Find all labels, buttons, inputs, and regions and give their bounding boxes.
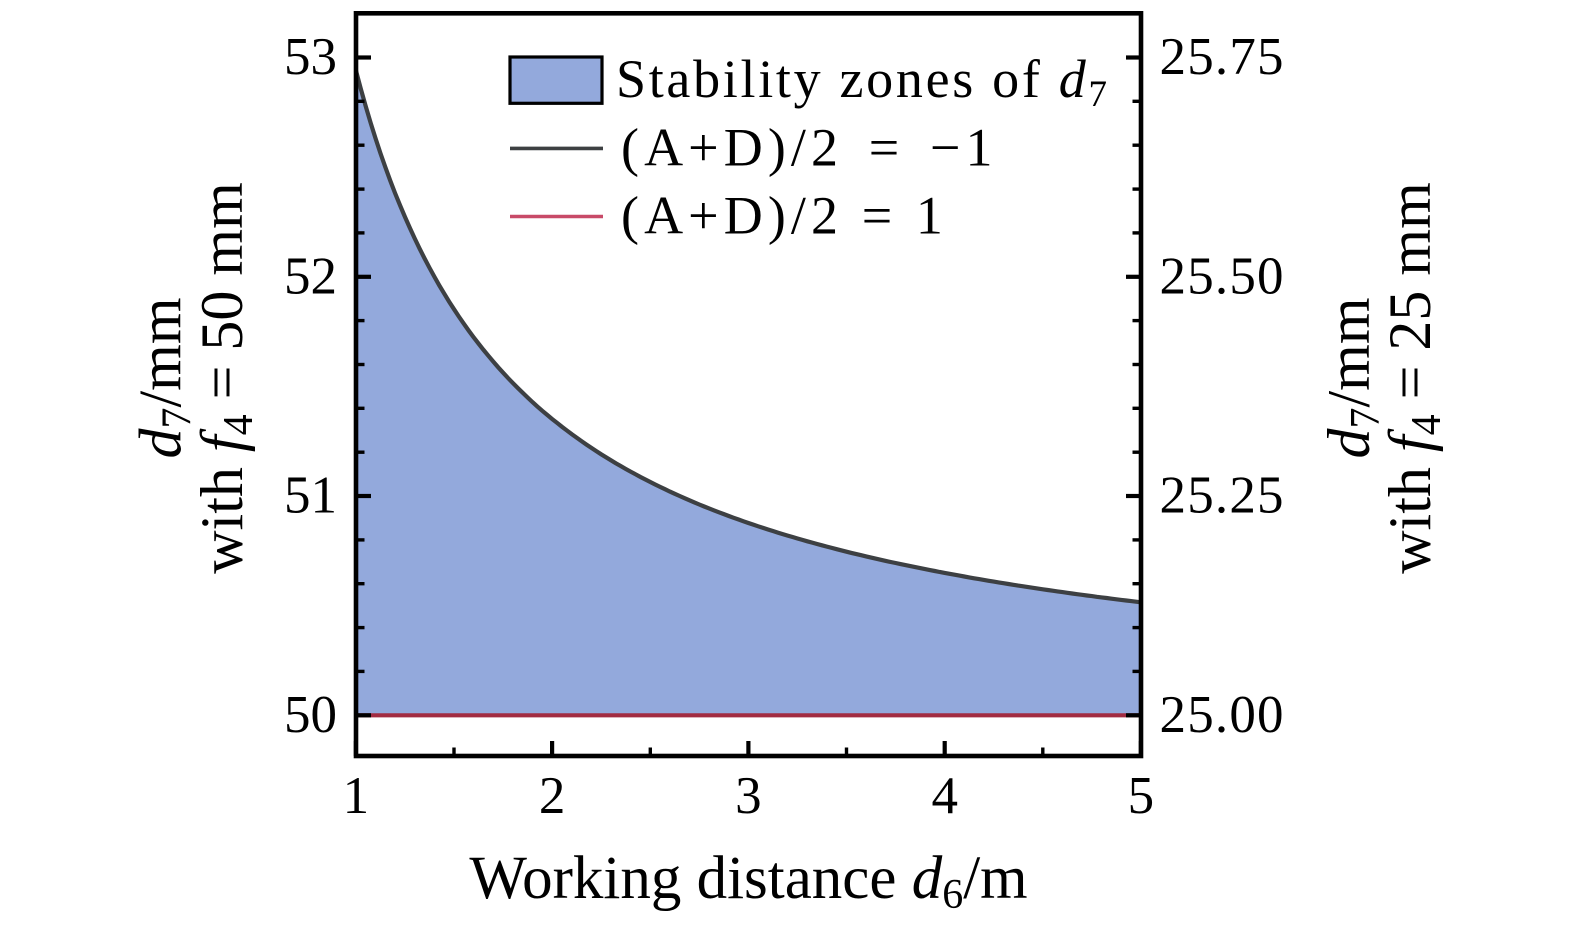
svg-text:Working distance d6​/m: Working distance d6​/m: [469, 845, 1027, 918]
svg-text:Stability zones of d7​: Stability zones of d7​: [616, 49, 1110, 115]
svg-text:53: 53: [284, 28, 337, 86]
svg-text:d7​/mm: d7​/mm: [128, 297, 201, 458]
svg-text:25.50: 25.50: [1160, 247, 1285, 305]
svg-text:25.75: 25.75: [1160, 28, 1285, 86]
svg-text:3: 3: [735, 767, 762, 825]
svg-text:52: 52: [284, 247, 337, 305]
svg-text:25.25: 25.25: [1160, 467, 1285, 525]
svg-text:(A+D)/2 = 1: (A+D)/2 = 1: [621, 186, 948, 246]
svg-text:25.00: 25.00: [1160, 686, 1285, 744]
svg-text:with f4​ = 25 mm: with f4​ = 25 mm: [1377, 182, 1450, 574]
svg-text:1: 1: [343, 767, 370, 825]
svg-text:4: 4: [931, 767, 958, 825]
svg-text:(A+D)/2 = −1: (A+D)/2 = −1: [621, 118, 998, 178]
svg-text:2: 2: [539, 767, 566, 825]
svg-text:5: 5: [1128, 767, 1155, 825]
svg-text:50: 50: [284, 686, 337, 744]
svg-text:with f4​ = 50 mm: with f4​ = 50 mm: [189, 182, 262, 574]
svg-text:d7​/mm: d7​/mm: [1316, 297, 1389, 458]
svg-text:51: 51: [284, 467, 337, 525]
